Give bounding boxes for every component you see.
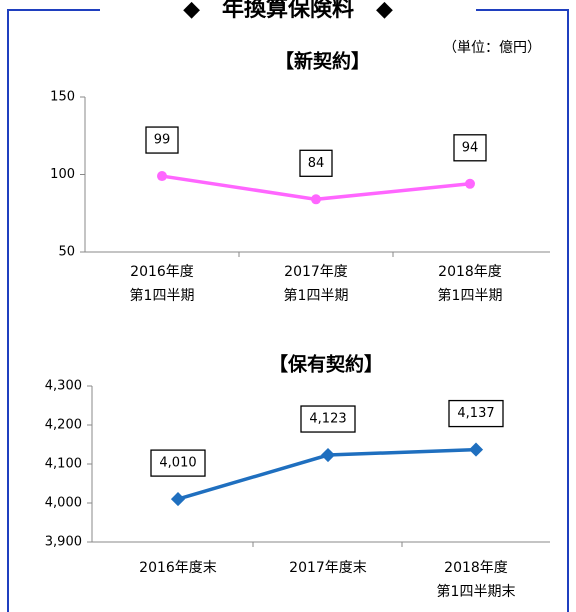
data-label: 4,123 (309, 412, 346, 427)
label-box (300, 405, 356, 433)
y-tick-label: 4,100 (45, 457, 82, 472)
x-tick-label: 第1四半期末 (437, 583, 516, 600)
marker (311, 194, 321, 205)
y-tick-label: 4,200 (45, 418, 82, 433)
label-box (448, 399, 504, 428)
marker (157, 171, 167, 182)
label-box (453, 134, 487, 162)
x-tick-label: 2017年度末 (289, 560, 367, 576)
x-tick-label: 2018年度 (444, 560, 508, 576)
x-tick-label: 2018年度 (438, 264, 502, 280)
x-tick-label: 2017年度 (284, 264, 348, 280)
marker (465, 178, 475, 189)
x-tick-label: 第1四半期 (130, 287, 195, 304)
marker (320, 447, 336, 463)
data-label: 94 (462, 140, 479, 155)
unit-label: （単位：億円） (443, 40, 541, 56)
label-box (299, 149, 333, 177)
y-tick-label: 50 (58, 245, 75, 260)
label-box (145, 126, 179, 154)
data-label: 84 (308, 156, 325, 171)
x-tick-label: 第1四半期 (284, 287, 349, 304)
y-tick-label: 100 (50, 167, 75, 182)
chart-title: 【新契約】 (275, 50, 370, 73)
data-label: 99 (154, 133, 171, 148)
main-title: ◆ 年換算保険料 ◆ (183, 0, 393, 22)
chart-title: 【保有契約】 (269, 353, 383, 376)
marker (170, 492, 186, 507)
data-label: 4,137 (457, 406, 494, 421)
x-tick-label: 2016年度末 (139, 560, 217, 576)
y-tick-label: 3,900 (45, 535, 82, 550)
label-box (150, 449, 206, 477)
title-bg (100, 0, 476, 22)
y-tick-label: 150 (50, 90, 75, 105)
y-tick-label: 4,300 (45, 379, 82, 394)
x-tick-label: 第1四半期 (438, 287, 503, 304)
marker (468, 442, 484, 457)
x-tick-label: 2016年度 (130, 264, 194, 280)
y-tick-label: 4,000 (45, 496, 82, 511)
data-label: 4,010 (159, 456, 196, 471)
